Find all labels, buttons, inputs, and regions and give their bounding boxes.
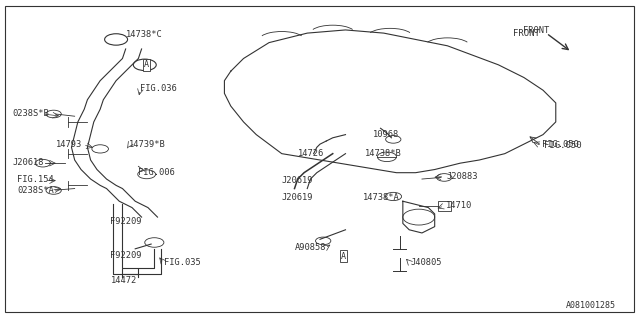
Text: 14793: 14793: [56, 140, 82, 149]
Text: J20619: J20619: [282, 193, 313, 202]
Text: FIG.036: FIG.036: [140, 84, 177, 93]
Text: A081001285: A081001285: [566, 301, 616, 310]
Text: FIG.035: FIG.035: [164, 258, 200, 267]
Text: J20618: J20618: [13, 158, 44, 167]
Text: FRONT: FRONT: [523, 26, 549, 35]
Text: FIG.006: FIG.006: [138, 168, 175, 177]
Text: A: A: [144, 60, 149, 69]
Text: F92209: F92209: [109, 217, 141, 226]
Text: FRONT: FRONT: [513, 28, 540, 38]
Text: 14472: 14472: [111, 276, 137, 285]
Text: 10968: 10968: [373, 130, 399, 139]
Text: 0238S*A: 0238S*A: [17, 186, 54, 195]
Text: 14738*A: 14738*A: [364, 193, 400, 202]
Text: FIG.050: FIG.050: [541, 140, 579, 149]
Text: 14726: 14726: [298, 149, 324, 158]
Text: FIG.050: FIG.050: [544, 141, 582, 150]
Text: J20883: J20883: [446, 172, 477, 181]
Text: A90858: A90858: [294, 243, 326, 252]
Text: 14710: 14710: [446, 201, 472, 210]
Text: A: A: [341, 252, 346, 260]
Text: 0238S*B: 0238S*B: [13, 108, 50, 117]
Text: FIG.154: FIG.154: [17, 175, 54, 184]
Text: J20619: J20619: [282, 176, 313, 185]
Text: 14738*B: 14738*B: [365, 149, 401, 158]
Text: 14738*C: 14738*C: [125, 30, 163, 39]
Text: 14739*B: 14739*B: [129, 140, 166, 149]
Text: F92209: F92209: [109, 251, 141, 260]
Text: J40805: J40805: [410, 258, 442, 267]
